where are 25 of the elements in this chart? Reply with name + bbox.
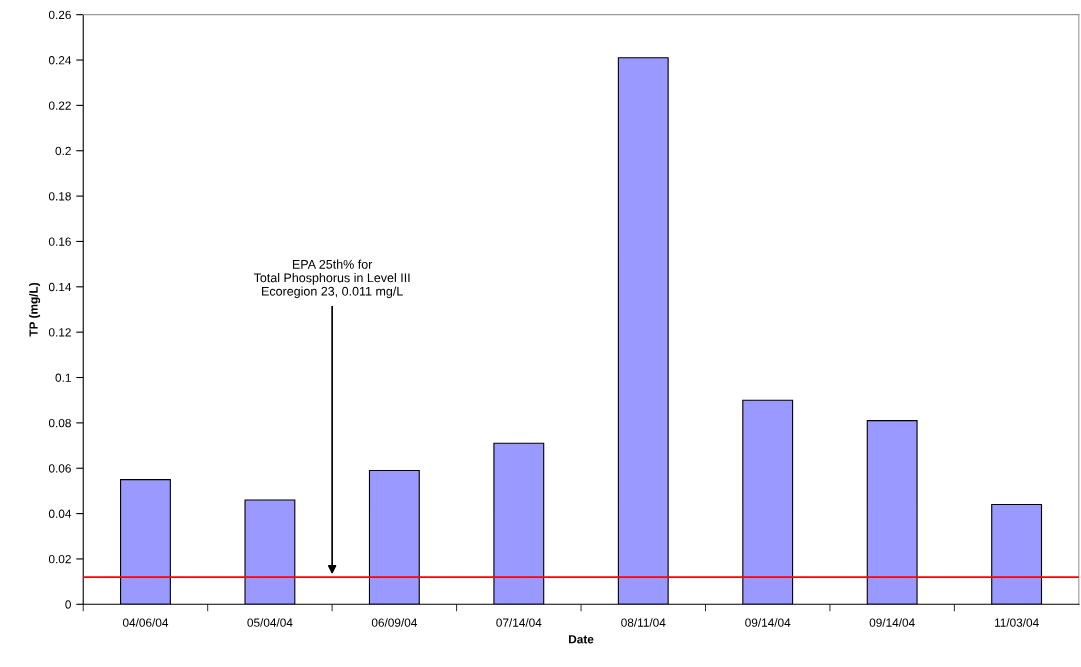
y-tick-label: 0.22 <box>48 101 71 110</box>
x-tick-label: 08/11/04 <box>621 618 666 627</box>
y-tick-label: 0.1 <box>55 373 71 382</box>
x-tick-label: 09/14/04 <box>869 618 915 627</box>
x-tick-label: 07/14/04 <box>496 618 542 627</box>
annotation: EPA 25th% for Total Phosphorus in Level III Ecoregion 23, 0.011 mg/L <box>253 259 410 299</box>
y-tick-label: 0.26 <box>48 10 71 20</box>
y-tick-label: 0.2 <box>55 146 71 156</box>
y-tick-label: 0.12 <box>48 328 71 337</box>
y-axis-title: TP (mg/L) <box>29 282 41 337</box>
y-tick-label: 0.04 <box>48 509 72 518</box>
y-tick-label: 0.24 <box>48 56 72 65</box>
x-tick-label: 04/06/04 <box>122 618 169 627</box>
x-tick-label: 05/04/04 <box>247 618 293 627</box>
y-tick-label: 0 <box>65 600 71 609</box>
y-tick-label: 0.06 <box>48 464 71 473</box>
y-tick-label: 0.16 <box>48 237 71 246</box>
x-tick-label: 11/03/04 <box>994 618 1039 627</box>
x-tick-label: 06/09/04 <box>371 618 417 627</box>
y-tick-label: 0.08 <box>48 418 71 428</box>
y-tick-label: 0.18 <box>48 192 71 201</box>
y-tick-label: 0.14 <box>48 282 72 292</box>
y-tick-label: 0.02 <box>48 554 71 564</box>
x-tick-label: 09/14/04 <box>745 618 791 627</box>
x-axis-title: Date <box>569 635 594 644</box>
